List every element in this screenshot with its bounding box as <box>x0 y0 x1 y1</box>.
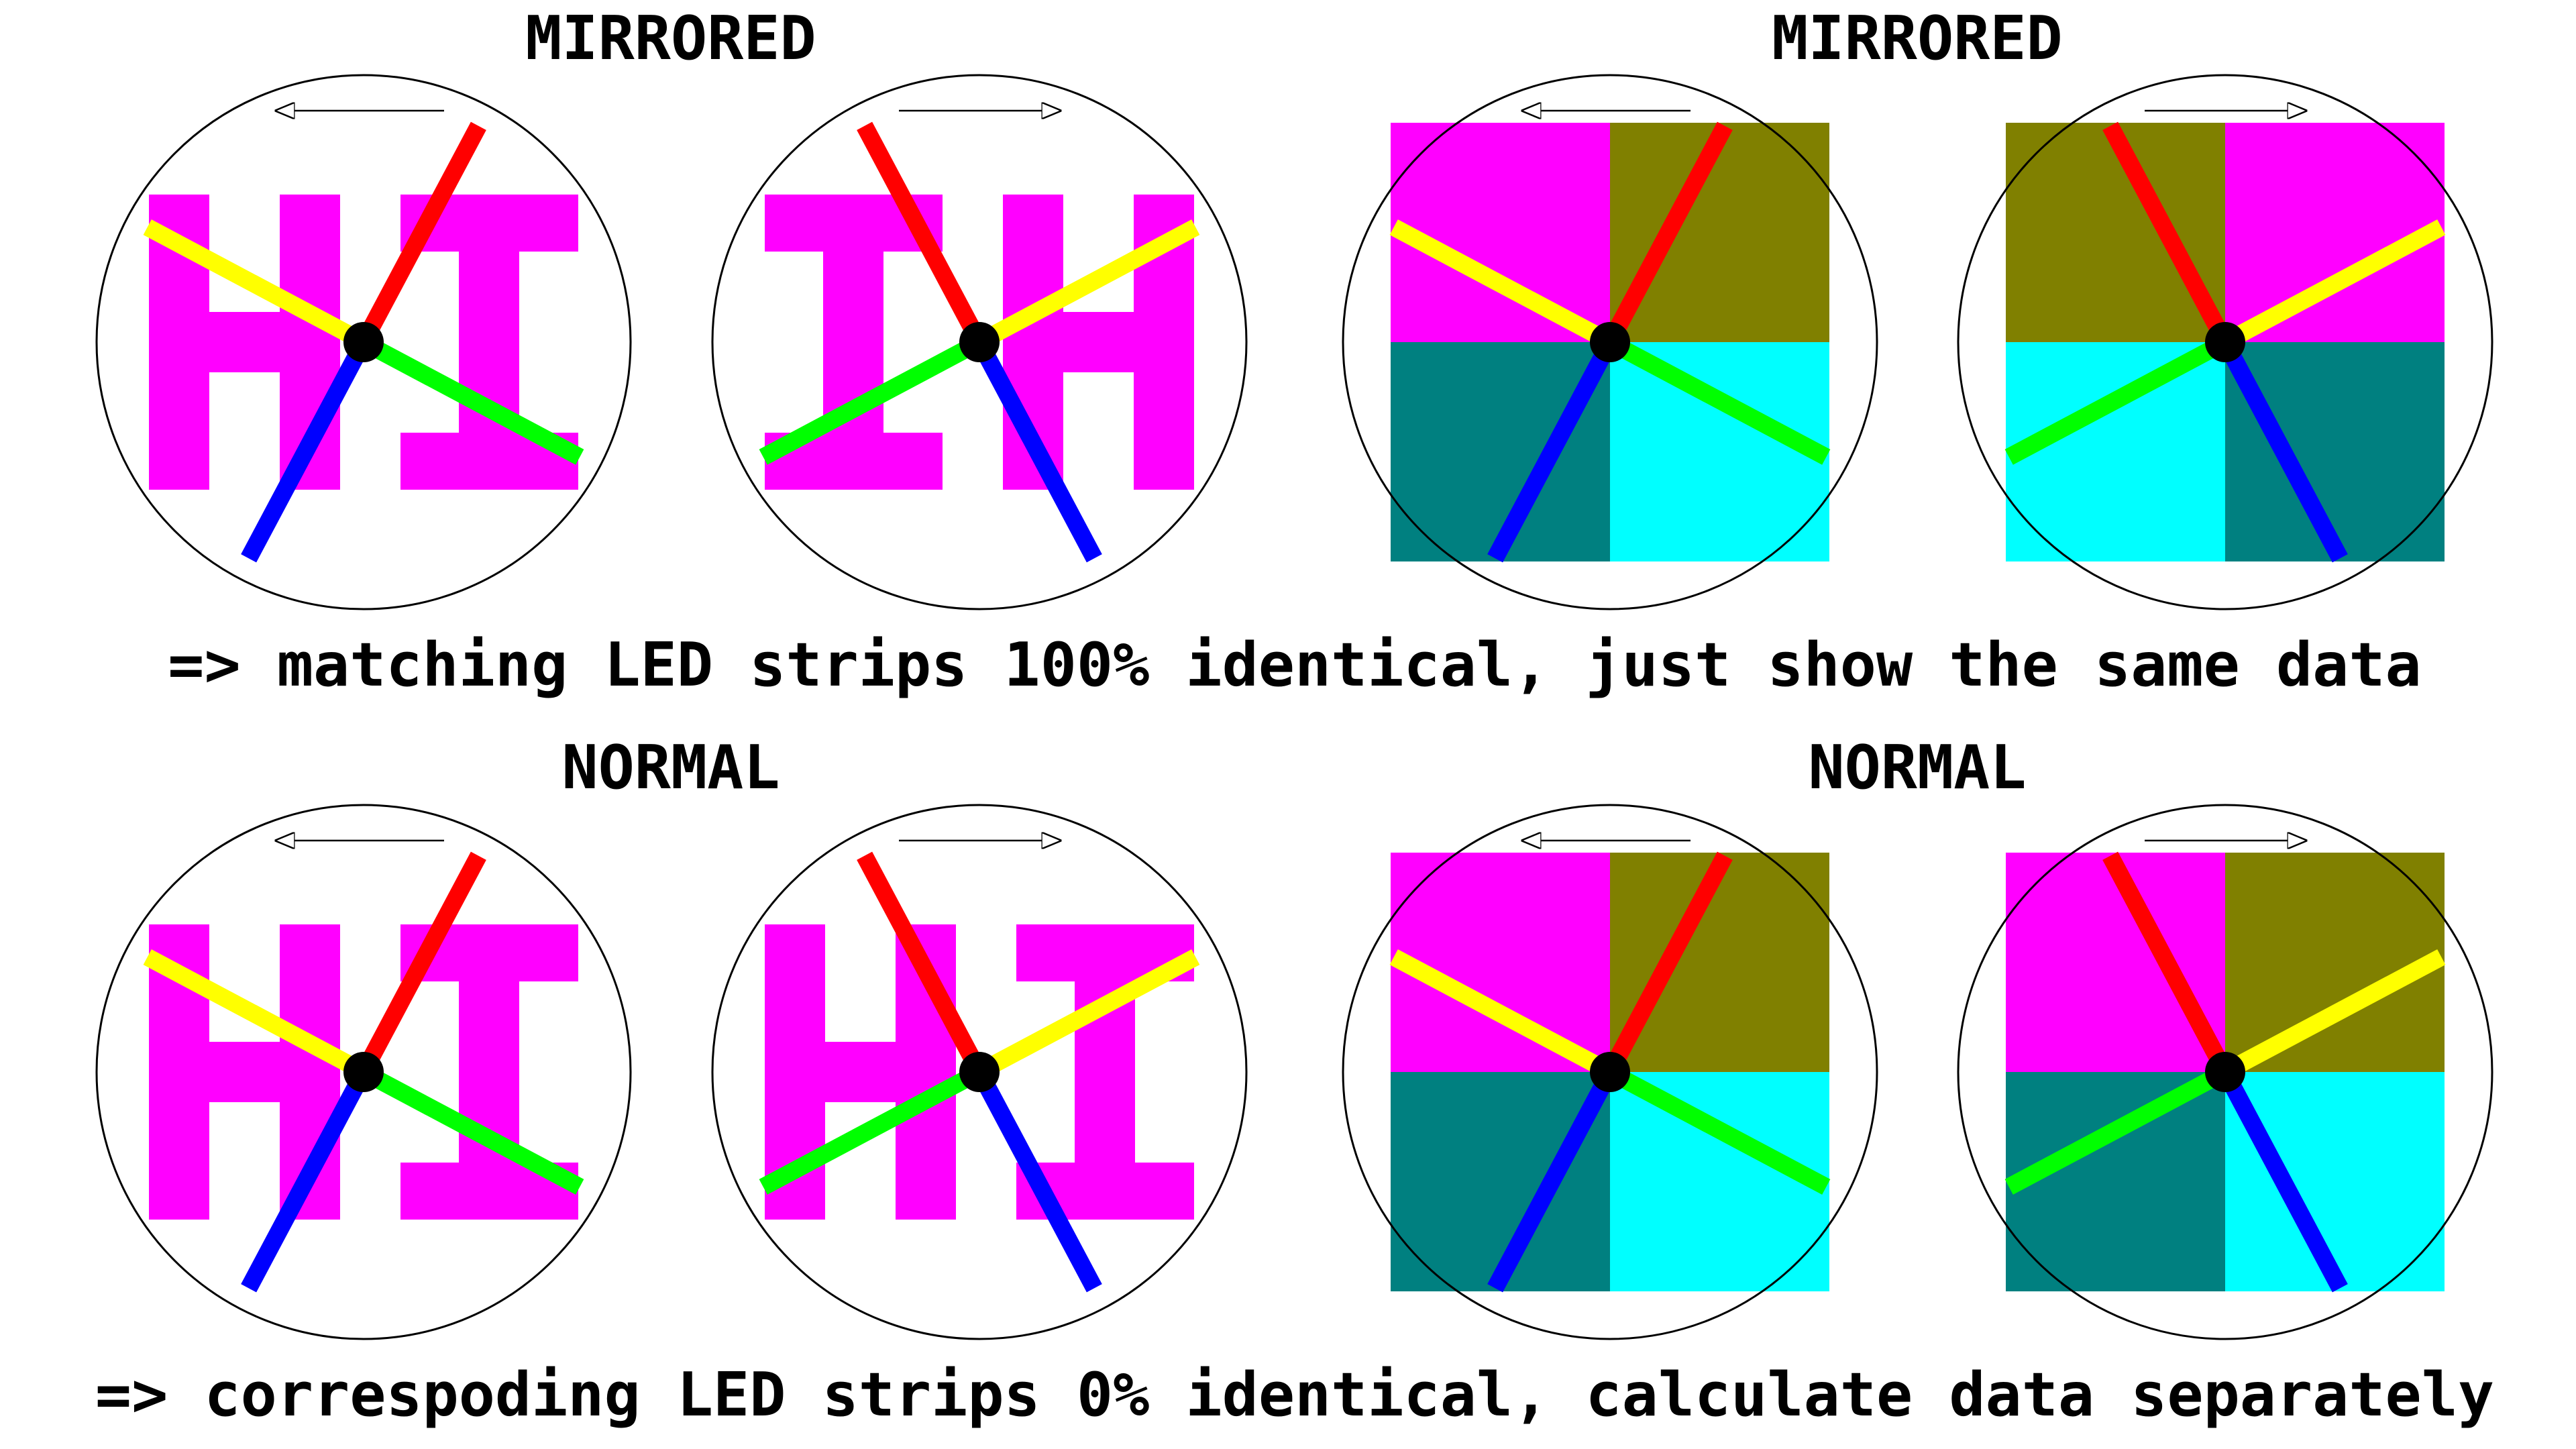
panel-mirrored-hi <box>95 74 632 610</box>
led-strip-green <box>2004 334 2230 465</box>
led-strip-red <box>857 121 987 347</box>
letter-i-stem <box>459 195 519 490</box>
panel-mirrored-ih <box>711 74 1248 610</box>
led-strip-green <box>1605 334 1831 465</box>
led-strip-blue <box>971 337 1102 563</box>
panel-normal-quadrants-a <box>1342 804 1878 1340</box>
quadrant-teal <box>2225 342 2445 561</box>
quadrant-cyan <box>1610 342 1829 561</box>
caption-mirrored: => matching LED strips 100% identical, j… <box>168 630 2421 700</box>
quadrant-magenta <box>2225 123 2445 342</box>
led-strip-yellow <box>2220 219 2446 350</box>
hub-icon <box>2205 322 2245 362</box>
caption-normal: => correspoding LED strips 0% identical,… <box>95 1360 2494 1430</box>
section-title-mirrored-letters: MIRRORED <box>525 3 816 74</box>
led-strip-blue <box>241 337 372 563</box>
led-strip-red <box>2102 851 2233 1077</box>
panel-normal-quadrants-b <box>1957 804 2493 1340</box>
led-strip-yellow <box>1389 219 1615 350</box>
panel-mirrored-quadrants-a <box>1342 74 1878 610</box>
led-strip-green <box>2004 1064 2230 1195</box>
disc-outline <box>95 804 632 1340</box>
panel-normal-hi-b <box>711 804 1248 1340</box>
led-strip-green <box>759 334 984 465</box>
led-strip-yellow <box>1389 949 1615 1080</box>
led-strip-blue <box>1487 337 1618 563</box>
hub-icon <box>959 1052 1000 1092</box>
quadrant-cyan <box>2225 1072 2445 1291</box>
led-strip-red <box>1602 121 1733 347</box>
hub-icon <box>343 1052 384 1092</box>
led-strip-green <box>1605 1064 1831 1195</box>
led-strip-yellow <box>975 949 1200 1080</box>
quadrant-olive <box>2225 853 2445 1072</box>
led-strip-blue <box>971 1067 1102 1293</box>
led-strip-green <box>359 334 584 465</box>
disc-outline <box>1342 804 1878 1340</box>
hub-icon <box>1590 322 1630 362</box>
quadrant-olive <box>1610 123 1829 342</box>
led-strip-yellow <box>2220 949 2446 1080</box>
led-strip-red <box>356 121 486 347</box>
led-strip-yellow <box>143 219 368 350</box>
letter-i-stem <box>823 195 883 490</box>
disc-outline <box>1342 74 1878 610</box>
led-strip-red <box>857 851 987 1077</box>
quadrant-magenta <box>1391 123 1610 342</box>
led-strip-green <box>759 1064 984 1195</box>
panel-mirrored-quadrants-b <box>1957 74 2493 610</box>
led-strip-blue <box>2217 1067 2348 1293</box>
hub-icon <box>2205 1052 2245 1092</box>
disc-outline <box>711 74 1248 610</box>
led-strip-yellow <box>143 949 368 1080</box>
letter-i-stem <box>1075 924 1135 1220</box>
quadrant-olive <box>2006 123 2225 342</box>
led-strip-yellow <box>975 219 1200 350</box>
hub-icon <box>343 322 384 362</box>
disc-outline <box>1957 74 2493 610</box>
disc-outline <box>1957 804 2493 1340</box>
section-title-mirrored-quadrants: MIRRORED <box>1772 3 2062 74</box>
hub-icon <box>1590 1052 1630 1092</box>
disc-outline <box>711 804 1248 1340</box>
letter-i-stem <box>459 924 519 1220</box>
quadrant-cyan <box>1610 1072 1829 1291</box>
quadrant-teal <box>1391 1072 1610 1291</box>
led-strip-blue <box>1487 1067 1618 1293</box>
quadrant-teal <box>1391 342 1610 561</box>
hub-icon <box>959 322 1000 362</box>
quadrant-magenta <box>2006 853 2225 1072</box>
led-strip-blue <box>241 1067 372 1293</box>
section-title-normal-letters: NORMAL <box>561 733 780 803</box>
quadrant-olive <box>1610 853 1829 1072</box>
led-strip-green <box>359 1064 584 1195</box>
led-strip-red <box>1602 851 1733 1077</box>
section-title-normal-quadrants: NORMAL <box>1808 733 2026 803</box>
led-strip-blue <box>2217 337 2348 563</box>
quadrant-teal <box>2006 1072 2225 1291</box>
led-strip-red <box>2102 121 2233 347</box>
quadrant-magenta <box>1391 853 1610 1072</box>
quadrant-cyan <box>2006 342 2225 561</box>
disc-outline <box>95 74 632 610</box>
panel-normal-hi-a <box>95 804 632 1340</box>
led-strip-red <box>356 851 486 1077</box>
